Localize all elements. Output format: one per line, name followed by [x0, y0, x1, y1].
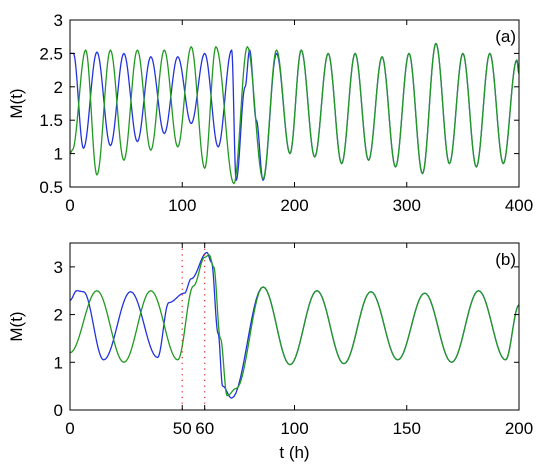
y-tick-label: 3	[54, 258, 63, 277]
x-tick-label: 100	[280, 419, 308, 438]
x-axis-label: t (h)	[279, 443, 309, 462]
series-line-2	[69, 42, 520, 185]
y-tick-label: 1	[54, 145, 63, 164]
x-tick-label: 0	[65, 196, 74, 215]
x-tick-label: 0	[65, 419, 74, 438]
y-tick-label: 0.5	[39, 178, 63, 197]
series-line-2	[69, 254, 520, 397]
x-tick-label: 200	[505, 419, 533, 438]
axes-frame	[69, 19, 520, 188]
x-tick-label: 50	[173, 419, 192, 438]
y-tick-label: 2	[54, 306, 63, 325]
panel-label: (a)	[495, 27, 516, 46]
y-tick-label: 2	[54, 78, 63, 97]
y-tick-label: 3	[54, 11, 63, 30]
x-tick-label: 400	[505, 196, 533, 215]
x-tick-label: 150	[393, 419, 421, 438]
x-tick-label: 60	[195, 419, 214, 438]
x-tick-label: 200	[280, 196, 308, 215]
x-tick-label: 300	[393, 196, 421, 215]
y-axis-label: M(t)	[7, 311, 26, 341]
y-tick-label: 1.5	[39, 111, 63, 130]
panel-b: 0 50 60 100 150 200 0 1 2 3 M(t) t (h) (b)	[7, 242, 533, 462]
x-tick-label: 100	[168, 196, 196, 215]
panel-a: 0 100 200 300 400 0.5 1 1.5 2 2.5 3 M(t) (a)	[7, 11, 533, 215]
y-tick-label: 1	[54, 353, 63, 372]
y-axis-label: M(t)	[7, 88, 26, 118]
y-tick-label: 0	[54, 401, 63, 420]
y-tick-label: 2.5	[39, 44, 63, 63]
panel-label: (b)	[495, 250, 516, 269]
